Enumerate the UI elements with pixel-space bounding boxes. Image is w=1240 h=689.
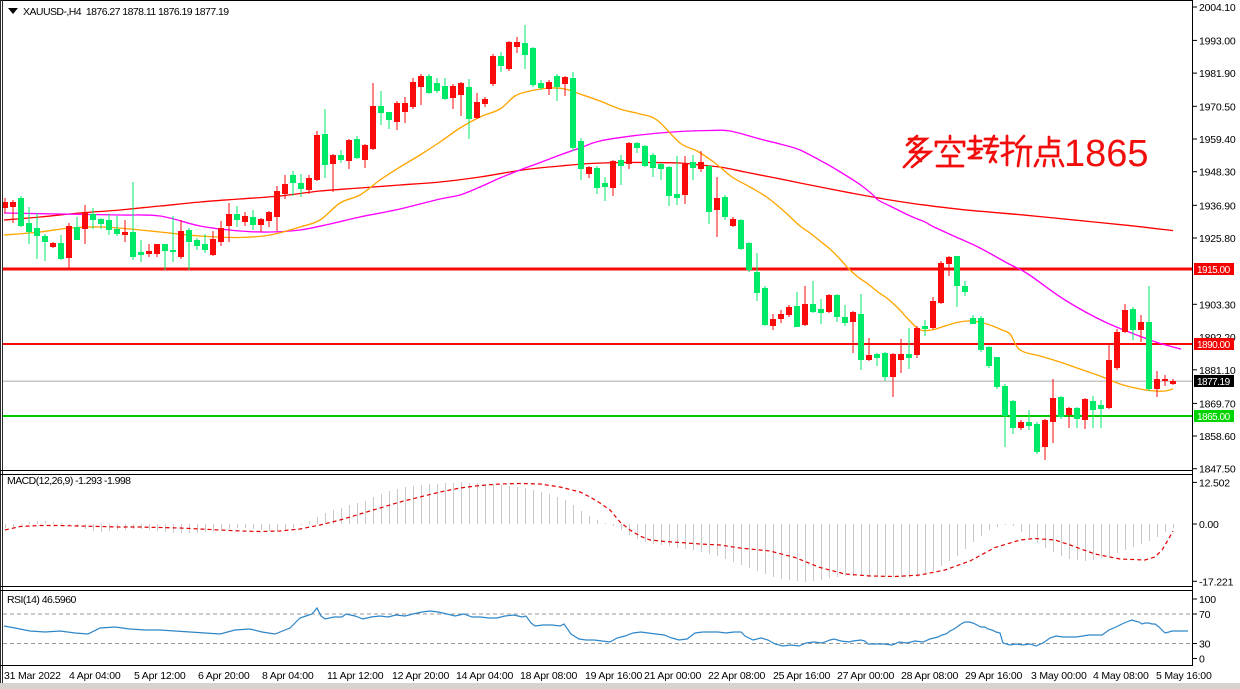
svg-text:21 Apr 00:00: 21 Apr 00:00 — [644, 670, 702, 682]
svg-text:5 May 16:00: 5 May 16:00 — [1156, 670, 1212, 682]
svg-text:1925.80: 1925.80 — [1199, 233, 1236, 245]
svg-text:18 Apr 08:00: 18 Apr 08:00 — [520, 670, 578, 682]
svg-text:19 Apr 16:00: 19 Apr 16:00 — [585, 670, 643, 682]
svg-text:27 Apr 00:00: 27 Apr 00:00 — [837, 670, 895, 682]
svg-text:5 Apr 12:00: 5 Apr 12:00 — [134, 670, 186, 682]
svg-text:1981.90: 1981.90 — [1199, 68, 1236, 80]
svg-text:1903.30: 1903.30 — [1199, 299, 1236, 311]
svg-text:6 Apr 20:00: 6 Apr 20:00 — [198, 670, 250, 682]
svg-text:1890.00: 1890.00 — [1197, 340, 1231, 351]
svg-text:1970.50: 1970.50 — [1199, 101, 1236, 113]
svg-text:70: 70 — [1199, 609, 1211, 621]
svg-text:22 Apr 08:00: 22 Apr 08:00 — [708, 670, 766, 682]
svg-text:1993.00: 1993.00 — [1199, 35, 1236, 47]
svg-text:1847.50: 1847.50 — [1199, 464, 1236, 476]
svg-text:MACD(12,26,9) -1.293 -1.998: MACD(12,26,9) -1.293 -1.998 — [7, 475, 131, 487]
svg-text:1915.00: 1915.00 — [1197, 265, 1231, 276]
svg-text:29 Apr 16:00: 29 Apr 16:00 — [965, 670, 1023, 682]
svg-text:1869.70: 1869.70 — [1199, 398, 1236, 410]
svg-text:4 Apr 04:00: 4 Apr 04:00 — [69, 670, 121, 682]
svg-text:0: 0 — [1199, 654, 1205, 666]
svg-text:25 Apr 16:00: 25 Apr 16:00 — [773, 670, 831, 682]
svg-text:8 Apr 04:00: 8 Apr 04:00 — [262, 670, 314, 682]
svg-text:100: 100 — [1199, 594, 1216, 606]
svg-text:11 Apr 12:00: 11 Apr 12:00 — [327, 670, 384, 682]
svg-text:4 May 08:00: 4 May 08:00 — [1093, 670, 1149, 682]
svg-text:12.502: 12.502 — [1199, 477, 1230, 489]
svg-text:14 Apr 04:00: 14 Apr 04:00 — [456, 670, 514, 682]
svg-text:0.00: 0.00 — [1199, 519, 1219, 531]
svg-text:12 Apr 20:00: 12 Apr 20:00 — [392, 670, 450, 682]
svg-text:1865: 1865 — [1064, 133, 1149, 175]
svg-text:XAUUSD-,H4 1876.27 1878.11 18: XAUUSD-,H4 1876.27 1878.11 1876.19 1877.… — [23, 6, 229, 18]
svg-text:1881.10: 1881.10 — [1199, 365, 1236, 377]
svg-text:2004.10: 2004.10 — [1199, 2, 1236, 14]
svg-text:3 May 00:00: 3 May 00:00 — [1031, 670, 1087, 682]
svg-text:1865.00: 1865.00 — [1197, 412, 1231, 423]
svg-text:1858.60: 1858.60 — [1199, 431, 1236, 443]
svg-text:1877.19: 1877.19 — [1197, 377, 1231, 388]
svg-text:RSI(14) 46.5960: RSI(14) 46.5960 — [7, 594, 77, 606]
svg-text:1936.90: 1936.90 — [1199, 200, 1236, 212]
svg-text:1948.30: 1948.30 — [1199, 167, 1236, 179]
svg-text:1959.40: 1959.40 — [1199, 134, 1236, 146]
svg-text:-17.221: -17.221 — [1199, 576, 1234, 588]
svg-text:28 Apr 08:00: 28 Apr 08:00 — [901, 670, 959, 682]
svg-text:31 Mar 2022: 31 Mar 2022 — [4, 670, 61, 682]
svg-text:30: 30 — [1199, 639, 1211, 651]
